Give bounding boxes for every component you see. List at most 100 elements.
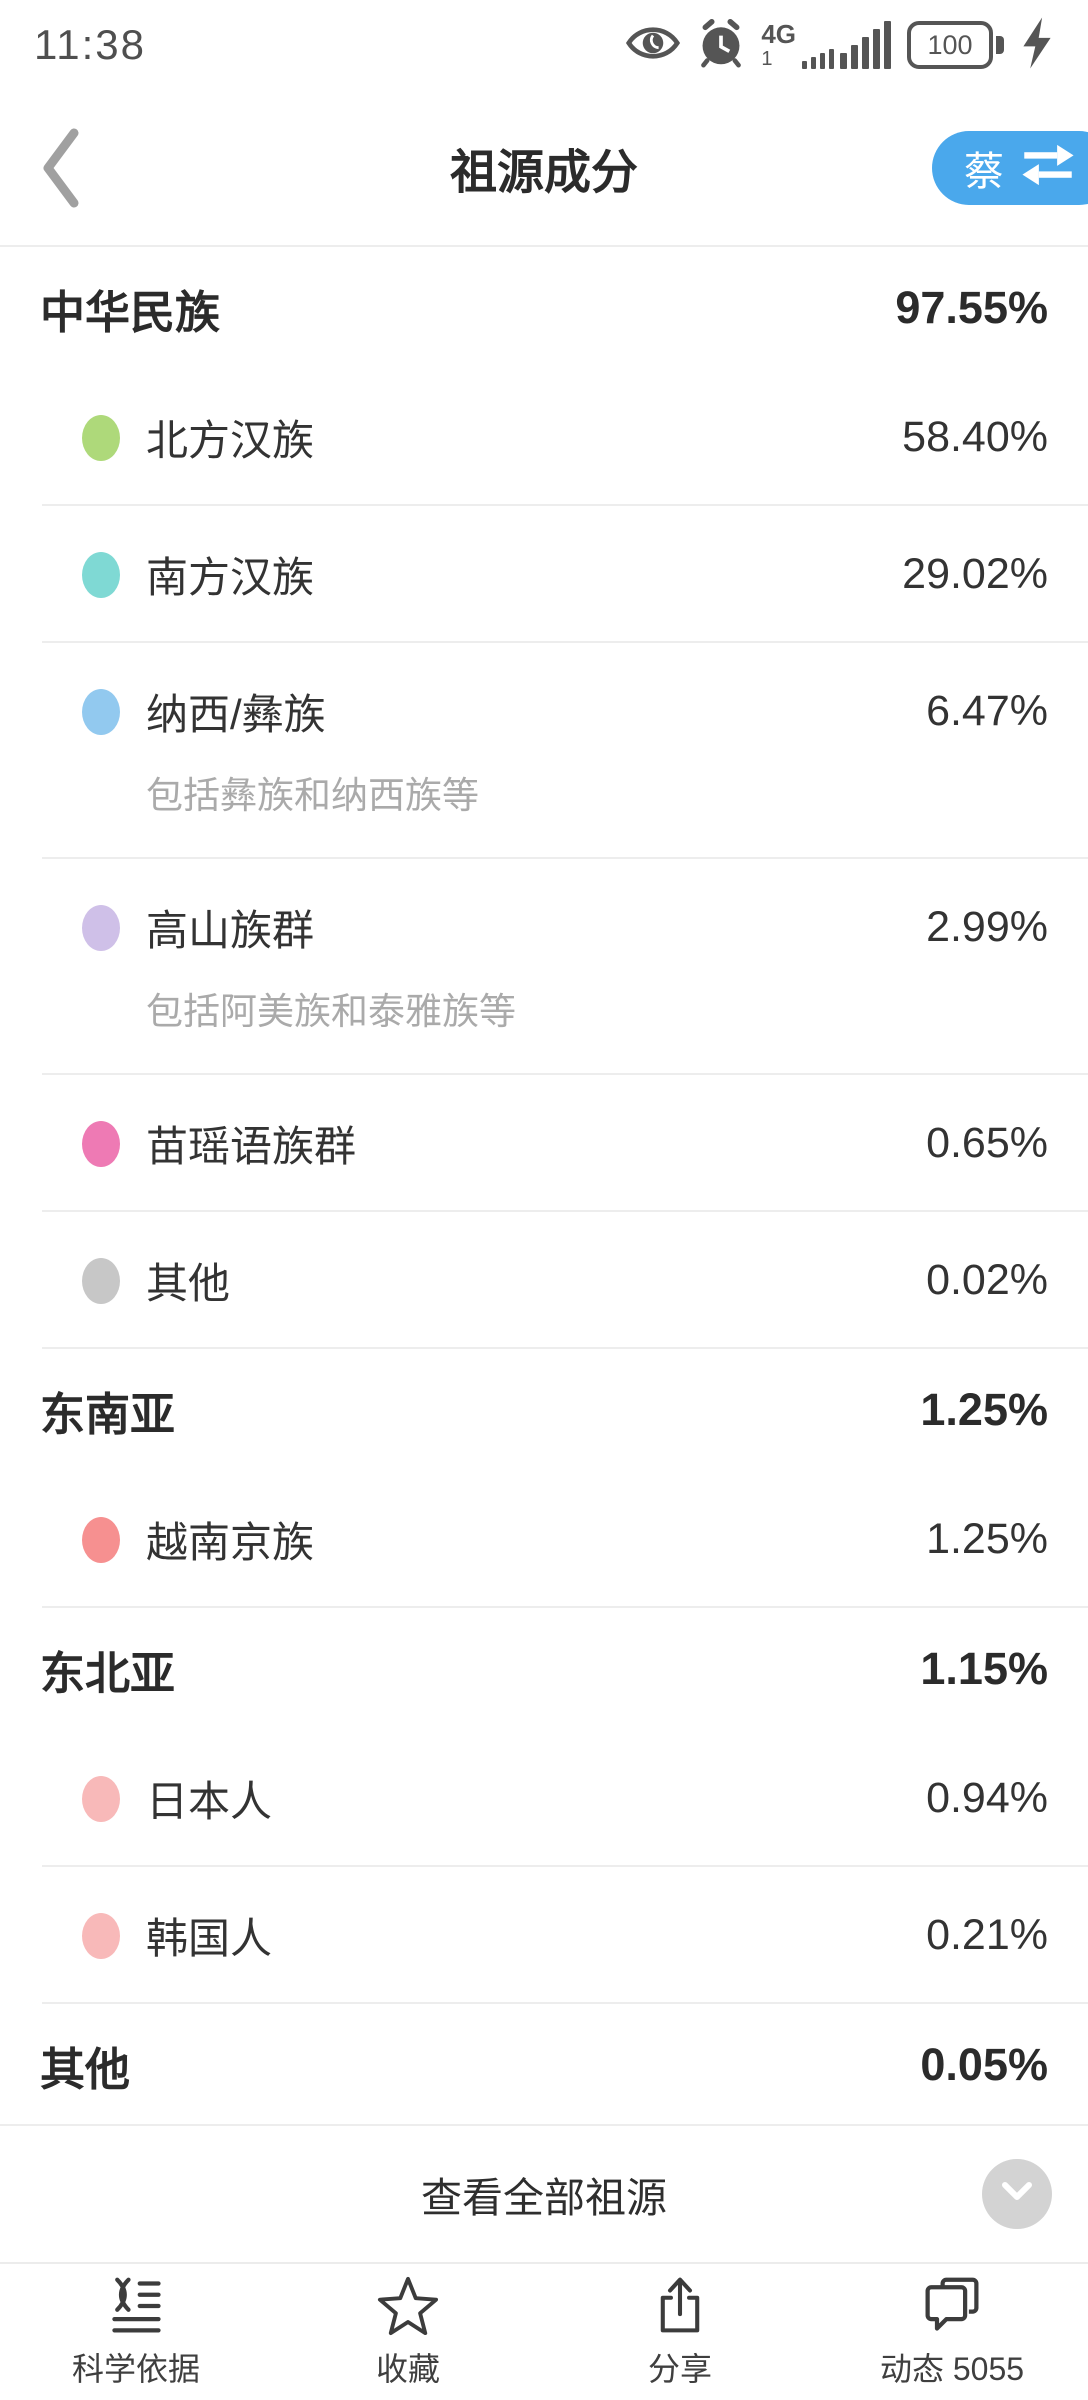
chat-bubbles-icon — [922, 2274, 982, 2336]
star-icon — [377, 2274, 439, 2336]
tab-label: 分享 — [647, 2351, 712, 2387]
ancestry-item-label: 南方汉族 — [146, 554, 315, 601]
network-type-label: 4G — [761, 19, 796, 49]
ancestry-item-percent: 2.99% — [926, 903, 1048, 951]
ancestry-item-label: 苗瑶语族群 — [146, 1123, 357, 1170]
ancestry-section-row: 东南亚 1.25% — [0, 1349, 1088, 1471]
category-color-dot — [82, 1120, 120, 1167]
tab-bar: 科学依据 收藏 分享 — [0, 2264, 1088, 2400]
section-name: 其他 — [40, 2043, 131, 2095]
battery-level: 100 — [927, 29, 973, 60]
ancestry-item-label: 韩国人 — [146, 1915, 273, 1962]
ancestry-item-label: 其他 — [146, 1260, 231, 1307]
signal-bars-sim1 — [802, 49, 834, 69]
ancestry-item-label: 越南京族 — [146, 1519, 315, 1566]
section-percent: 0.05% — [920, 2039, 1048, 2090]
page-title: 祖源成分 — [450, 145, 638, 198]
ancestry-item-percent: 6.47% — [926, 687, 1048, 735]
section-percent: 1.15% — [920, 1643, 1048, 1694]
row-divider — [42, 857, 1088, 859]
category-color-dot — [82, 414, 120, 461]
tab-favorite[interactable]: 收藏 — [272, 2264, 544, 2400]
ancestry-item-percent: 0.02% — [926, 1256, 1048, 1304]
ancestry-item-row[interactable]: 韩国人 0.21% — [0, 1867, 1088, 2004]
battery-icon: 100 — [907, 21, 1004, 69]
share-icon — [651, 2274, 709, 2336]
category-color-dot — [82, 551, 120, 598]
ancestry-section-row: 东北亚 1.15% — [0, 1608, 1088, 1730]
category-color-dot — [82, 1912, 120, 1959]
dna-list-icon — [106, 2274, 166, 2336]
ancestry-item-row[interactable]: 高山族群 2.99% 包括阿美族和泰雅族等 — [0, 859, 1088, 1075]
category-color-dot — [82, 1775, 120, 1822]
view-all-bar: 查看全部祖源 — [0, 2126, 1088, 2264]
ancestry-item-percent: 58.40% — [902, 413, 1048, 461]
ancestry-item-note: 包括彝族和纳西族等 — [146, 775, 479, 816]
category-color-dot — [82, 688, 120, 735]
sim-label: 1 — [761, 48, 773, 70]
section-percent: 1.25% — [920, 1384, 1048, 1435]
swap-icon — [1020, 144, 1076, 191]
ancestry-item-percent: 0.21% — [926, 1911, 1048, 1959]
section-name: 中华民族 — [40, 286, 221, 338]
ancestry-item-row[interactable]: 其他 0.02% — [0, 1212, 1088, 1349]
section-name: 东北亚 — [40, 1647, 176, 1699]
tab-science-basis[interactable]: 科学依据 — [0, 2264, 272, 2400]
ancestry-section-row: 其他 0.05% — [0, 2004, 1088, 2126]
charging-bolt-icon — [1020, 16, 1054, 75]
chevron-down-icon — [997, 2180, 1037, 2209]
alarm-icon — [697, 18, 745, 73]
ancestry-item-label: 纳西/彝族 — [146, 691, 326, 738]
ancestry-section-row: 中华民族 97.55% — [0, 247, 1088, 369]
tab-activity[interactable]: 动态 5055 — [816, 2264, 1088, 2400]
signal-bars-sim2 — [840, 21, 891, 69]
ancestry-item-label: 高山族群 — [146, 907, 315, 954]
ancestry-item-percent: 29.02% — [902, 550, 1048, 598]
profile-name: 蔡 — [964, 149, 1004, 194]
ancestry-item-main: 日本人 0.94% — [0, 1730, 1088, 1867]
row-divider — [42, 1210, 1088, 1212]
clock-time: 11:38 — [34, 21, 146, 68]
ancestry-item-note: 包括阿美族和泰雅族等 — [146, 991, 516, 1032]
ancestry-item-percent: 0.65% — [926, 1119, 1048, 1167]
section-divider — [0, 2124, 1088, 2126]
ancestry-item-row[interactable]: 纳西/彝族 6.47% 包括彝族和纳西族等 — [0, 643, 1088, 859]
row-divider — [42, 1347, 1088, 1349]
ancestry-item-percent: 0.94% — [926, 1774, 1048, 1822]
back-button[interactable] — [38, 126, 82, 210]
ancestry-item-main: 北方汉族 58.40% — [0, 369, 1088, 506]
ancestry-item-row[interactable]: 日本人 0.94% — [0, 1730, 1088, 1867]
tab-label: 动态 5055 — [879, 2351, 1025, 2387]
section-name: 东南亚 — [40, 1388, 176, 1440]
ancestry-item-main: 南方汉族 29.02% — [0, 506, 1088, 643]
ancestry-item-label: 北方汉族 — [146, 417, 315, 464]
tab-share[interactable]: 分享 — [544, 2264, 816, 2400]
ancestry-item-main: 其他 0.02% — [0, 1212, 1088, 1349]
tab-label: 收藏 — [375, 2351, 440, 2387]
ancestry-item-main: 高山族群 2.99% — [0, 859, 1088, 996]
row-divider — [42, 504, 1088, 506]
ancestry-item-percent: 1.25% — [926, 1515, 1048, 1563]
row-divider — [42, 1865, 1088, 1867]
ancestry-item-row[interactable]: 苗瑶语族群 0.65% — [0, 1075, 1088, 1212]
category-color-dot — [82, 904, 120, 951]
eye-protection-icon — [625, 22, 681, 69]
nav-bar: 祖源成分 蔡 — [0, 90, 1088, 247]
tab-label: 科学依据 — [71, 2351, 200, 2387]
signal-icon: 4G 1 — [761, 21, 891, 69]
ancestry-item-row[interactable]: 北方汉族 58.40% — [0, 369, 1088, 506]
ancestry-item-row[interactable]: 南方汉族 29.02% — [0, 506, 1088, 643]
ancestry-item-label: 日本人 — [146, 1778, 273, 1825]
ancestry-item-row[interactable]: 越南京族 1.25% — [0, 1471, 1088, 1608]
ancestry-item-main: 纳西/彝族 6.47% — [0, 643, 1088, 780]
row-divider — [42, 1073, 1088, 1075]
section-percent: 97.55% — [895, 282, 1048, 333]
category-color-dot — [82, 1516, 120, 1563]
status-bar: 11:38 4G 1 100 — [0, 0, 1088, 90]
row-divider — [42, 1606, 1088, 1608]
ancestry-item-main: 越南京族 1.25% — [0, 1471, 1088, 1608]
category-color-dot — [82, 1257, 120, 1304]
profile-switch-button[interactable]: 蔡 — [932, 130, 1088, 205]
view-all-button[interactable]: 查看全部祖源 — [421, 2175, 667, 2221]
collapse-button[interactable] — [982, 2159, 1052, 2229]
